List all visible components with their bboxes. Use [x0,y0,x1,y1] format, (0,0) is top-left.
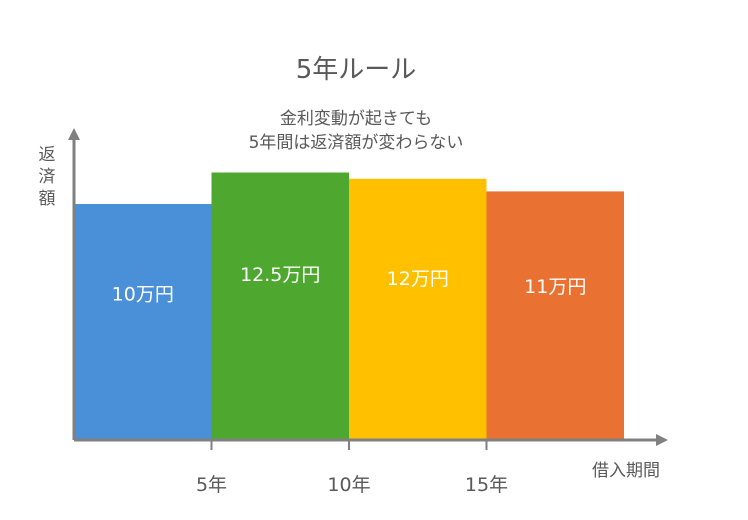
x-axis-label: 借入期間 [592,461,660,481]
x-tick-label-2: 10年 [327,474,370,496]
bar-2 [211,172,349,440]
bar-label-2: 12.5万円 [240,264,320,286]
x-axis-arrow-icon [656,434,668,446]
x-tick-label-3: 15年 [465,474,508,496]
chart-title: 5年ルール [296,55,417,85]
y-axis-label-text: 返済額 [39,145,56,209]
x-ticks: 5年 10年 15年 [196,440,508,496]
chart-subtitle-line-2: 5年間は返済額が変わらない [249,133,464,153]
bar-4 [486,191,624,440]
y-axis-label: 返済額 [39,145,56,209]
bar-label-3: 12万円 [387,268,449,290]
bars: 10万円 12.5万円 12万円 11万円 [74,172,624,441]
y-axis-arrow-icon [68,128,80,140]
chart-subtitle-line-1: 金利変動が起きても [280,109,432,129]
bar-3 [349,178,487,441]
bar-label-1: 10万円 [112,284,174,306]
x-tick-label-1: 5年 [196,474,227,496]
bar-1 [74,204,212,440]
axes [68,128,668,446]
bar-label-4: 11万円 [524,276,586,298]
